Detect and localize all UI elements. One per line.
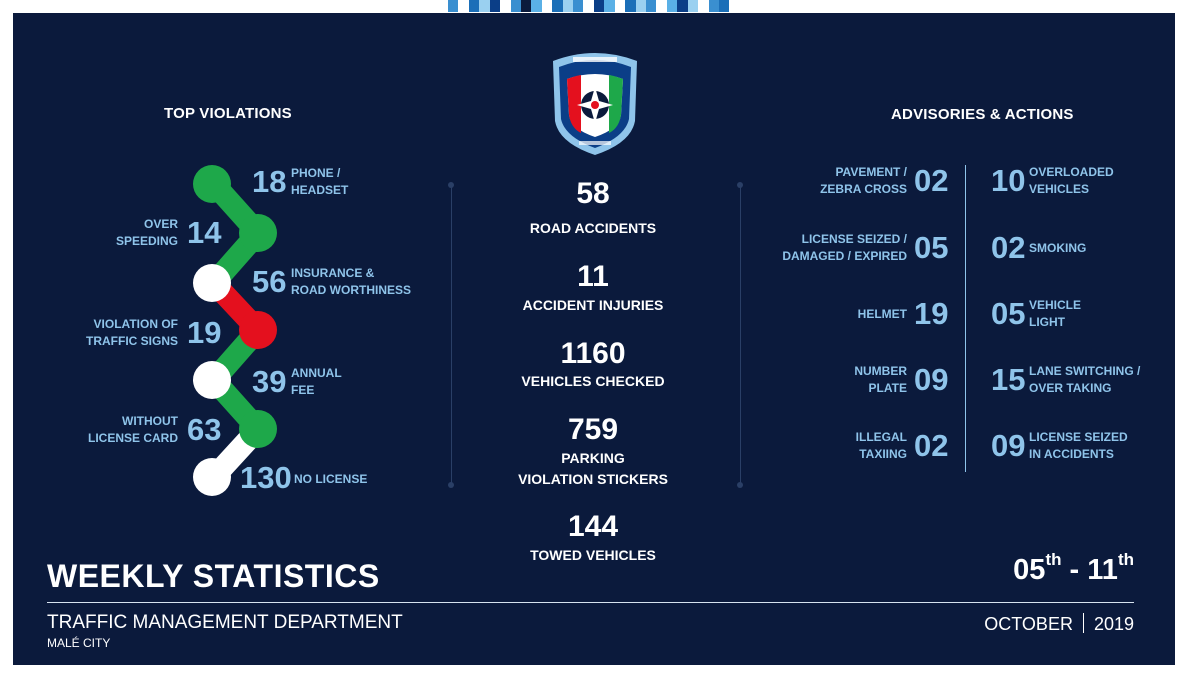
stat-value-vehicles-checked: 1160 — [560, 337, 626, 370]
stat-value-road-accidents: 58 — [576, 177, 610, 210]
advisory-value-helmet: 19 — [914, 296, 949, 331]
advisory-label-pavement: PAVEMENT / ZEBRA CROSS — [820, 165, 907, 196]
center-divider-right — [740, 185, 741, 485]
violation-value-annual-fee: 39 — [252, 364, 287, 399]
advisory-value-seized-accidents: 09 — [991, 428, 1026, 463]
advisory-value-smoking: 02 — [991, 230, 1026, 265]
violation-label-insurance: INSURANCE & ROAD WORTHINESS — [291, 266, 411, 297]
advisory-value-vehicle-light: 05 — [991, 296, 1026, 331]
violation-value-overspeeding: 14 — [187, 215, 222, 250]
advisory-value-license-seized: 05 — [914, 230, 949, 265]
violation-label-license-card: WITHOUT LICENSE CARD — [87, 414, 178, 445]
stat-label-parking-stickers: PARKING VIOLATION STICKERS — [518, 450, 668, 487]
divider-dot — [448, 182, 454, 188]
advisory-label-vehicle-light: VEHICLE LIGHT — [1029, 298, 1082, 329]
divider-dot — [737, 182, 743, 188]
month-year-separator — [1082, 613, 1084, 633]
month-year: OCTOBER 2019 — [984, 613, 1134, 635]
stat-label-vehicles-checked: VEHICLES CHECKED — [521, 373, 665, 389]
date-end-suffix: th — [1117, 550, 1134, 569]
advisory-label-overloaded: OVERLOADED VEHICLES — [1029, 165, 1114, 196]
advisory-value-illegal-taxiing: 02 — [914, 428, 949, 463]
violation-value-traffic-signs: 19 — [187, 315, 222, 350]
stat-value-towed-vehicles: 144 — [567, 510, 619, 543]
advisory-label-illegal-taxiing: ILLEGAL TAXIING — [855, 430, 907, 461]
stat-value-accident-injuries: 11 — [577, 260, 609, 293]
violation-label-annual-fee: ANNUAL FEE — [291, 366, 342, 397]
footer-divider — [47, 602, 1134, 603]
advisory-label-smoking: SMOKING — [1029, 241, 1087, 255]
advisory-value-lane-switching: 15 — [991, 362, 1026, 397]
date-end: 11 — [1087, 554, 1118, 586]
top-violations-heading: TOP VIOLATIONS — [164, 105, 292, 122]
month: OCTOBER — [984, 614, 1073, 634]
stat-label-road-accidents: ROAD ACCIDENTS — [529, 220, 657, 236]
advisory-value-overloaded: 10 — [991, 163, 1026, 198]
stat-label-accident-injuries: ACCIDENT INJURIES — [522, 297, 664, 313]
center-divider-left — [451, 185, 452, 485]
advisories-divider — [965, 165, 966, 472]
advisory-label-license-seized: LICENSE SEIZED / DAMAGED / EXPIRED — [782, 232, 907, 263]
divider-dot — [737, 482, 743, 488]
date-separator: - — [1069, 554, 1080, 586]
top-color-stripe — [448, 0, 740, 12]
date-start-suffix: th — [1045, 550, 1062, 569]
violation-label-phone: PHONE / HEADSET — [291, 166, 349, 197]
year: 2019 — [1093, 614, 1134, 634]
advisories-heading: ADVISORIES & ACTIONS — [891, 106, 1074, 123]
violation-value-phone: 18 — [252, 164, 287, 199]
advisory-label-number-plate: NUMBER PLATE — [854, 364, 907, 395]
department-name: TRAFFIC MANAGEMENT DEPARTMENT — [47, 612, 403, 633]
main-panel: TOP VIOLATIONS 18 PHONE / HEADSET 14 OVE… — [13, 13, 1175, 665]
violation-label-no-license: NO LICENSE — [294, 472, 368, 486]
stat-label-towed-vehicles: TOWED VEHICLES — [530, 547, 656, 563]
violation-label-overspeeding: OVER SPEEDING — [115, 217, 178, 248]
violation-value-no-license: 130 — [240, 460, 292, 495]
violations-chain-graphic — [193, 165, 277, 496]
advisory-label-lane-switching: LANE SWITCHING / OVER TAKING — [1029, 364, 1141, 395]
violation-value-insurance: 56 — [252, 264, 287, 299]
advisory-label-helmet: HELMET — [857, 307, 907, 321]
violation-value-license-card: 63 — [187, 412, 222, 447]
advisory-value-pavement: 02 — [914, 163, 949, 198]
police-crest-logo — [553, 53, 637, 155]
divider-dot — [448, 482, 454, 488]
city-name: MALÉ CITY — [47, 636, 111, 650]
stat-value-parking-stickers: 759 — [567, 413, 619, 446]
date-start: 05 — [1013, 554, 1046, 586]
page-title: WEEKLY STATISTICS — [47, 558, 380, 594]
advisory-value-number-plate: 09 — [914, 362, 949, 397]
advisory-label-seized-accidents: LICENSE SEIZED IN ACCIDENTS — [1029, 430, 1128, 461]
violation-label-traffic-signs: VIOLATION OF TRAFFIC SIGNS — [86, 317, 178, 348]
date-range: 05th - 11th — [1013, 550, 1134, 587]
